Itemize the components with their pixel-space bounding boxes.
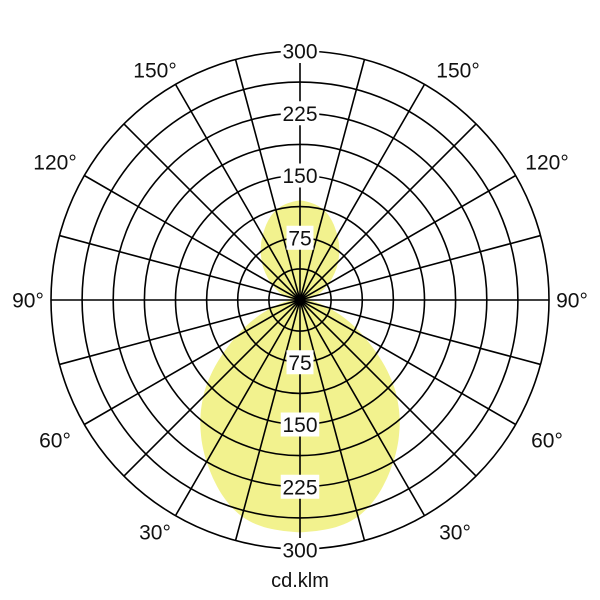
angle-label-right: 120° <box>525 152 568 175</box>
angle-label-right-text: 60° <box>531 430 563 453</box>
angle-label-right-text: 120° <box>525 152 568 175</box>
radial-tick-label-bottom-text: 225 <box>282 476 317 499</box>
angle-label-right: 30° <box>439 522 471 545</box>
radial-tick-label-top: 150 <box>280 163 320 188</box>
angle-label-left: 60° <box>39 430 71 453</box>
radial-tick-label-bottom: 150 <box>280 412 320 437</box>
angle-label-left: 150° <box>133 60 176 83</box>
angle-label-right-text: 90° <box>556 290 588 313</box>
angle-label-left-text: 120° <box>33 152 76 175</box>
label-background <box>286 350 314 375</box>
radial-tick-label-bottom-text: 75 <box>288 352 311 375</box>
angle-label-right-text: 30° <box>439 522 471 545</box>
label-background <box>280 474 320 499</box>
center-point <box>295 295 305 305</box>
radial-tick-label-bottom: 300 <box>280 538 320 563</box>
radial-tick-label-bottom: 75 <box>286 350 314 375</box>
angle-label-left-text: 90° <box>12 290 44 313</box>
angle-label-left: 30° <box>139 522 171 545</box>
radial-tick-label-top-text: 75 <box>288 227 311 250</box>
radial-tick-label-bottom-text: 300 <box>282 540 317 563</box>
angle-label-right: 90° <box>556 290 588 313</box>
label-background <box>280 101 320 126</box>
label-background <box>280 538 320 562</box>
radial-tick-label-bottom-text: 150 <box>282 414 317 437</box>
angle-label-right-text: 150° <box>436 60 479 83</box>
angle-label-right: 60° <box>531 430 563 453</box>
radial-tick-label-bottom: 225 <box>280 474 320 499</box>
label-background <box>280 412 320 437</box>
angle-label-right: 150° <box>436 60 479 83</box>
angle-label-left-text: 150° <box>133 60 176 83</box>
label-background <box>286 225 314 250</box>
radial-tick-label-top-text: 150 <box>282 165 317 188</box>
angle-label-left: 120° <box>33 152 76 175</box>
label-background <box>280 163 320 188</box>
radial-tick-label-top-text: 225 <box>282 103 317 126</box>
radial-tick-label-top-text: 300 <box>282 41 317 64</box>
angle-label-left-text: 60° <box>39 430 71 453</box>
angle-label-left-text: 30° <box>139 522 171 545</box>
radial-tick-label-top: 225 <box>280 101 320 126</box>
unit-label: cd.klm <box>271 570 329 592</box>
label-background <box>280 39 320 63</box>
angle-label-left: 90° <box>12 290 44 313</box>
radial-tick-label-top: 300 <box>280 39 320 64</box>
radial-tick-label-top: 75 <box>286 225 314 250</box>
